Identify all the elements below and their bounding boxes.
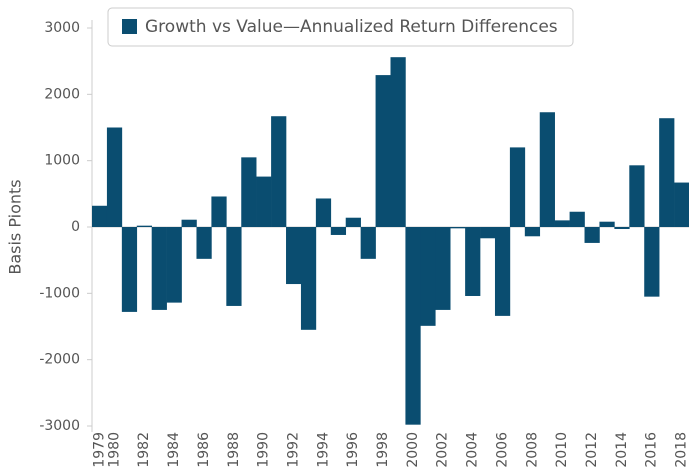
bar [405,227,421,425]
x-tick-label: 1996 [345,432,361,468]
x-tick-label: 2014 [614,432,630,468]
x-tick-label: 1994 [315,432,331,468]
bar [390,57,406,227]
x-tick-label: 2016 [644,432,660,468]
x-tick-label: 1998 [375,432,391,468]
x-tick-label: 2006 [494,432,510,468]
y-tick-label: -1000 [39,285,80,301]
y-tick-label: 0 [71,219,80,235]
x-tick-label: 1979 [91,432,107,468]
bar [121,227,138,312]
bar [599,221,615,227]
bar [151,227,167,310]
y-axis-label: Basis Pionts [6,179,25,274]
bar [211,196,227,227]
bar [360,227,376,259]
bar [524,227,541,237]
x-tick-label: 2018 [674,432,689,468]
bar [226,227,242,306]
bar [659,118,675,227]
y-tick-label: -2000 [39,352,80,368]
y-tick-label: 1000 [44,153,80,169]
bar [166,227,182,303]
bar [181,219,197,227]
y-tick-label: 2000 [44,86,80,102]
bar [480,227,496,239]
bar [286,227,302,285]
bar [450,227,466,229]
legend-swatch [122,19,137,34]
bar [584,227,600,243]
x-tick-label: 2012 [584,432,600,468]
bar [420,227,436,326]
bar [554,220,570,227]
x-tick-label: 2010 [554,432,570,468]
x-tick-label: 2002 [435,432,451,468]
x-tick-label: 2000 [405,432,421,468]
bar [315,198,332,227]
bar [674,182,689,227]
bar [465,227,481,296]
bar [136,225,152,227]
bar [375,75,391,227]
bar [106,127,123,227]
bar [271,116,287,227]
x-tick-label: 1990 [256,432,272,468]
bar [629,165,645,227]
y-tick-label: 3000 [44,20,80,36]
bar [345,217,361,227]
x-tick-label: 1986 [196,432,212,468]
x-tick-label: 1992 [285,432,301,468]
bar [569,211,585,227]
x-tick-label: 2008 [524,432,540,468]
y-tick-label: -3000 [39,418,80,434]
x-tick-label: 1988 [226,432,242,468]
x-tick-label: 1982 [136,432,152,468]
bar [614,227,630,229]
bar [539,112,555,227]
bar [435,227,451,310]
bar [509,147,526,227]
bar [300,227,317,330]
x-tick-label: 1984 [166,432,182,468]
bar [644,227,660,297]
x-tick-label: 1980 [106,432,122,468]
bar [241,157,257,227]
bar [330,227,347,235]
legend-label: Growth vs Value—Annualized Return Differ… [145,17,558,37]
bar [256,176,272,227]
bar [196,227,212,259]
x-tick-label: 2004 [465,432,481,468]
legend-box [107,7,574,47]
bar [494,227,511,316]
bar [92,205,108,227]
